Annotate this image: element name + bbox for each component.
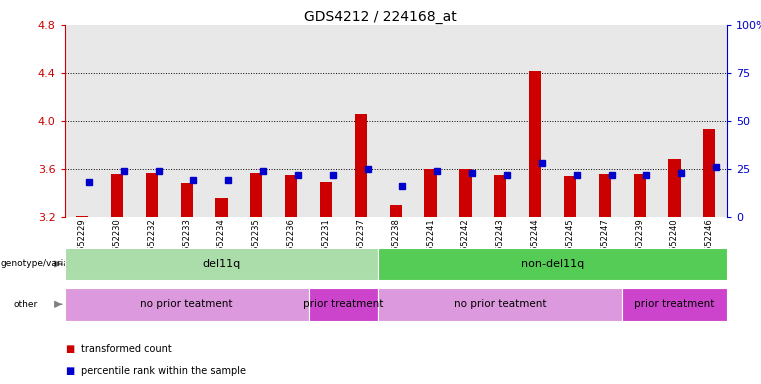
Bar [180,184,193,217]
Bar [529,71,541,217]
Bar [634,174,646,217]
Text: prior treatment: prior treatment [635,299,715,310]
Text: percentile rank within the sample: percentile rank within the sample [81,366,247,376]
Text: ■: ■ [65,344,74,354]
Text: other: other [14,300,38,309]
Text: del11q: del11q [202,259,240,269]
Bar [564,176,576,217]
Bar [425,169,437,217]
Text: no prior teatment: no prior teatment [454,299,546,310]
Bar [320,182,332,217]
Bar [703,129,715,217]
Bar [250,172,263,217]
Bar [460,169,472,217]
Bar [668,159,680,217]
Bar [285,175,298,217]
Text: transformed count: transformed count [81,344,172,354]
Text: no prior teatment: no prior teatment [140,299,233,310]
Bar [390,205,402,217]
Text: ■: ■ [65,366,74,376]
Text: non-del11q: non-del11q [521,259,584,269]
Text: genotype/variation: genotype/variation [1,260,87,268]
Bar [599,174,611,217]
Bar [145,172,158,217]
Text: GDS4212 / 224168_at: GDS4212 / 224168_at [304,10,457,23]
Bar [215,198,228,217]
Bar [355,114,367,217]
Text: prior treatment: prior treatment [304,299,384,310]
Bar [111,174,123,217]
Bar [494,175,506,217]
Bar [76,216,88,217]
